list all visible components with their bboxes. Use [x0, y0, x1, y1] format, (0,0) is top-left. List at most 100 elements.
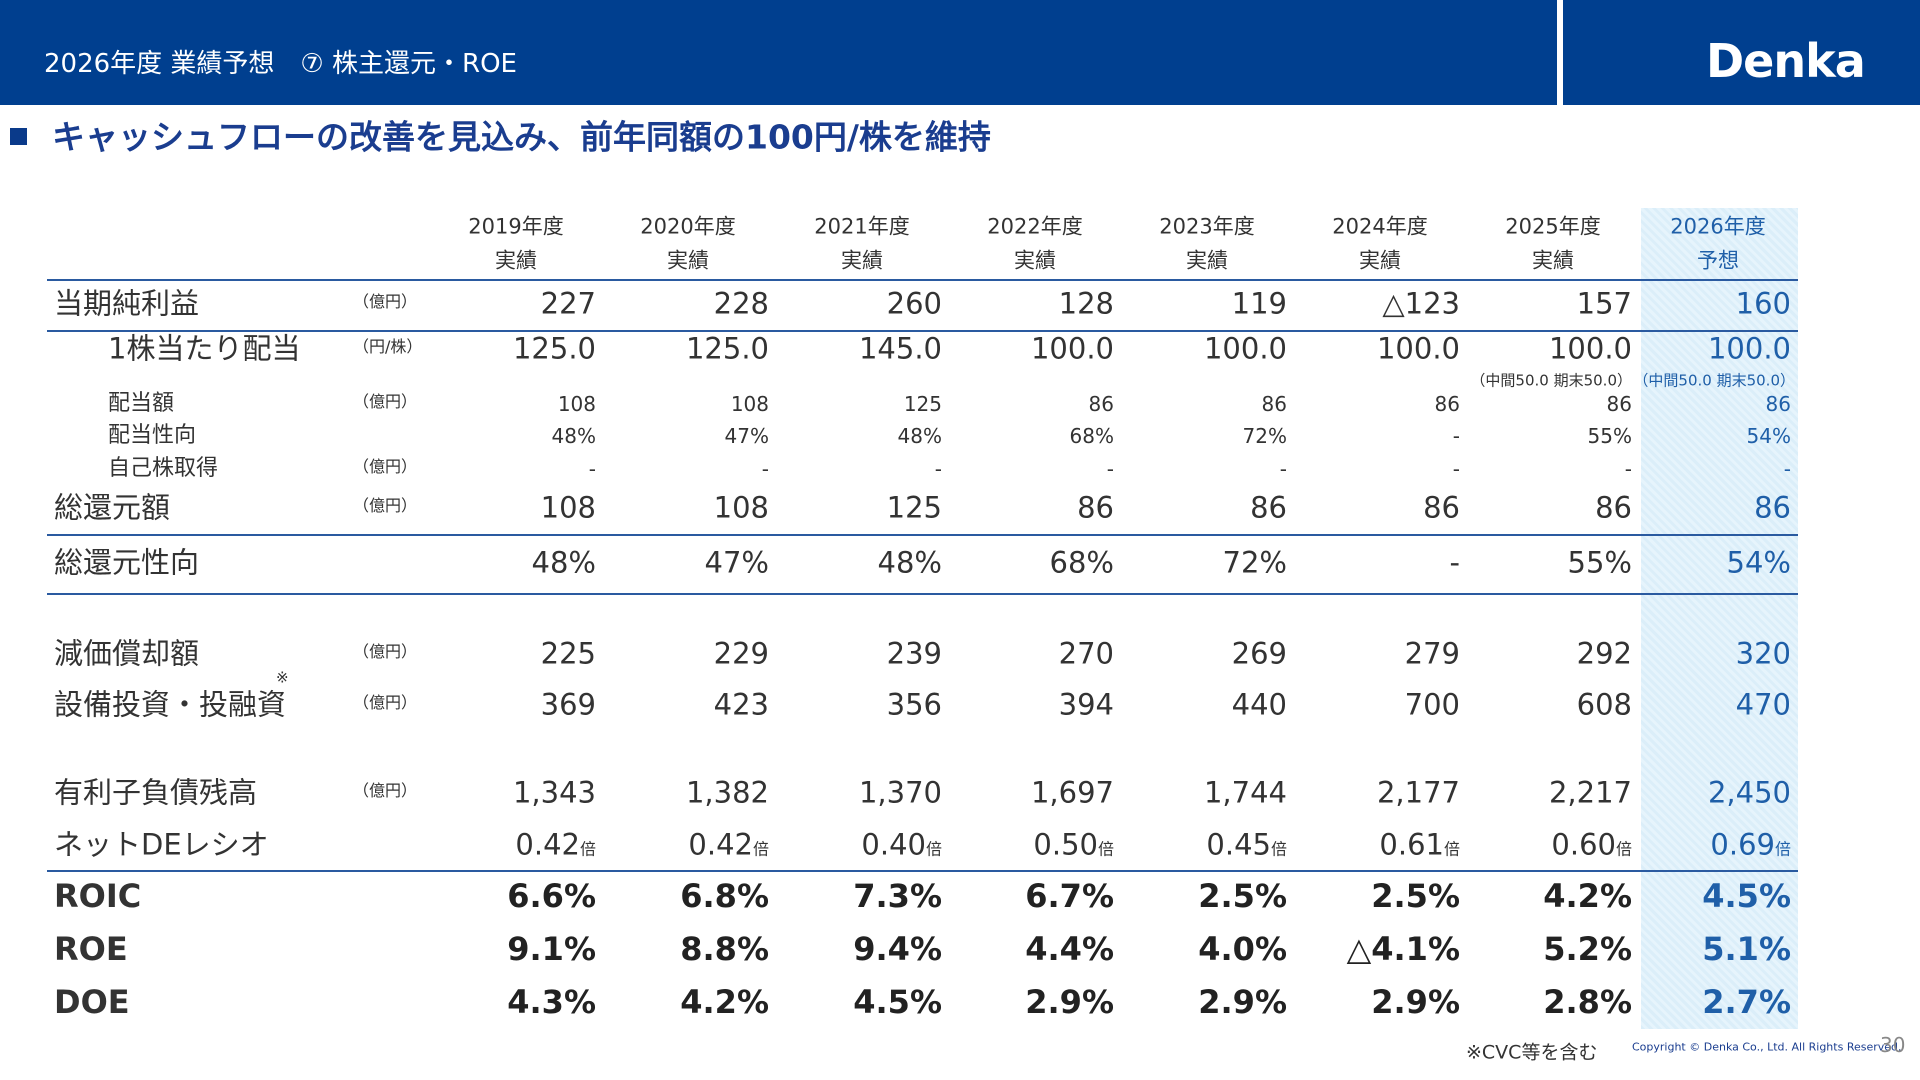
row-rule [47, 534, 1798, 536]
table-cell: 0.45倍 [1206, 830, 1287, 860]
table-cell: - [589, 459, 596, 479]
row-rule [47, 330, 1798, 332]
column-year: 2024年度 [1332, 214, 1428, 239]
cell-suffix: 倍 [1270, 839, 1287, 859]
column-year: 2020年度 [640, 214, 736, 239]
cell-value: 2.7% [1702, 983, 1791, 1021]
cell-suffix: 倍 [752, 839, 769, 859]
table-cell: 356 [887, 690, 942, 720]
table-cell: 86 [1262, 394, 1287, 414]
cell-value: 2.9% [1025, 983, 1114, 1021]
cell-value: 2.5% [1198, 877, 1287, 915]
cell-value: 68% [1049, 545, 1114, 580]
column-kind: 実績 [841, 248, 883, 273]
cell-value: 1,382 [685, 775, 769, 810]
table-cell: - [1280, 459, 1287, 479]
table-cell: 239 [887, 639, 942, 669]
cell-value: - [1106, 457, 1114, 481]
table-cell: 125 [886, 490, 942, 525]
table-cell: 9.4% [853, 933, 942, 965]
row-unit: （億円） [353, 781, 418, 800]
table-cell: 279 [1404, 636, 1460, 671]
cell-value: 5.1% [1702, 930, 1791, 968]
table-cell: 68% [1070, 426, 1114, 446]
cell-value: - [1452, 424, 1460, 448]
cell-value: 270 [1058, 636, 1114, 671]
table-cell: 7.3% [853, 880, 942, 912]
table-cell: 260 [886, 286, 942, 321]
cell-value: 279 [1404, 636, 1460, 671]
row-label: DOE [54, 983, 130, 1021]
table-cell: 4.5% [1702, 880, 1791, 912]
cell-value: 86 [1765, 392, 1791, 416]
table-cell: 292 [1577, 639, 1632, 669]
cell-value: 157 [1576, 286, 1632, 321]
table-cell: 0.42倍 [688, 830, 769, 860]
row-rule [47, 593, 1798, 595]
cell-value: 4.4% [1025, 930, 1114, 968]
cell-value: 9.1% [507, 930, 596, 968]
row-rule [47, 870, 1798, 872]
table-cell: 2.8% [1543, 986, 1632, 1018]
dividend-breakdown: （中間50.0 期末50.0） [1470, 371, 1632, 390]
table-cell: 86 [1089, 394, 1114, 414]
cell-value: 2,217 [1548, 775, 1632, 810]
table-cell: 4.0% [1198, 933, 1287, 965]
table-cell: 0.61倍 [1379, 830, 1460, 860]
cell-value: 4.2% [680, 983, 769, 1021]
cell-value: 48% [551, 424, 596, 448]
cell-value: 54% [1726, 545, 1791, 580]
cell-value: 108 [540, 490, 596, 525]
table-cell: 2,450 [1708, 778, 1791, 808]
cell-value: 100.0 [1707, 331, 1791, 366]
table-cell: 270 [1058, 636, 1114, 671]
row-unit: （億円） [353, 392, 418, 411]
cell-value: 72% [1242, 424, 1287, 448]
cell-value: 2.5% [1371, 877, 1460, 915]
cell-value: 320 [1735, 636, 1791, 671]
cell-value: - [1783, 457, 1791, 481]
table-cell: - [1450, 548, 1460, 578]
table-cell: - [1453, 426, 1460, 446]
copyright: Copyright © Denka Co., Ltd. All Rights R… [1632, 1040, 1902, 1054]
cell-value: 8.8% [680, 930, 769, 968]
cell-value: 72% [1222, 545, 1287, 580]
cell-value: 229 [713, 636, 769, 671]
cell-value: 108 [713, 490, 769, 525]
table-cell: 1,370 [859, 778, 942, 808]
cell-value: 260 [886, 286, 942, 321]
cell-value: 125.0 [512, 331, 596, 366]
cell-value: 608 [1576, 687, 1632, 722]
table-cell: 0.69倍 [1710, 830, 1791, 860]
table-cell: - [1453, 459, 1460, 479]
column-year: 2022年度 [987, 214, 1083, 239]
table-cell: 1,382 [685, 775, 769, 810]
cell-value: 47% [704, 545, 769, 580]
table-cell: 2.9% [1025, 986, 1114, 1018]
row-label: 配当額 [108, 391, 175, 416]
row-label: 自己株取得 [108, 456, 219, 481]
column-kind: 実績 [1014, 248, 1056, 273]
cell-value: 86 [1754, 490, 1791, 525]
table-cell: 54% [1747, 426, 1791, 446]
table-cell: - [1107, 459, 1114, 479]
cell-value: △123 [1382, 286, 1460, 321]
cell-value: 6.7% [1025, 877, 1114, 915]
table-cell: 108 [713, 490, 769, 525]
table-cell: 4.2% [1543, 880, 1632, 912]
cell-value: 125 [886, 490, 942, 525]
table-cell: △123 [1382, 286, 1460, 321]
column-year: 2023年度 [1159, 214, 1255, 239]
table-cell: 2.7% [1702, 986, 1791, 1018]
cell-value: 700 [1404, 687, 1460, 722]
cell-suffix: 倍 [579, 839, 596, 859]
table-cell: 100.0 [1031, 334, 1114, 364]
row-label: 当期純利益 [54, 286, 200, 321]
table-cell: 4.4% [1025, 933, 1114, 965]
column-kind: 実績 [1532, 248, 1574, 273]
table-cell: 125.0 [512, 331, 596, 366]
table-cell: 320 [1735, 636, 1791, 671]
table-cell: 1,343 [513, 778, 596, 808]
table-cell: 108 [731, 394, 769, 414]
